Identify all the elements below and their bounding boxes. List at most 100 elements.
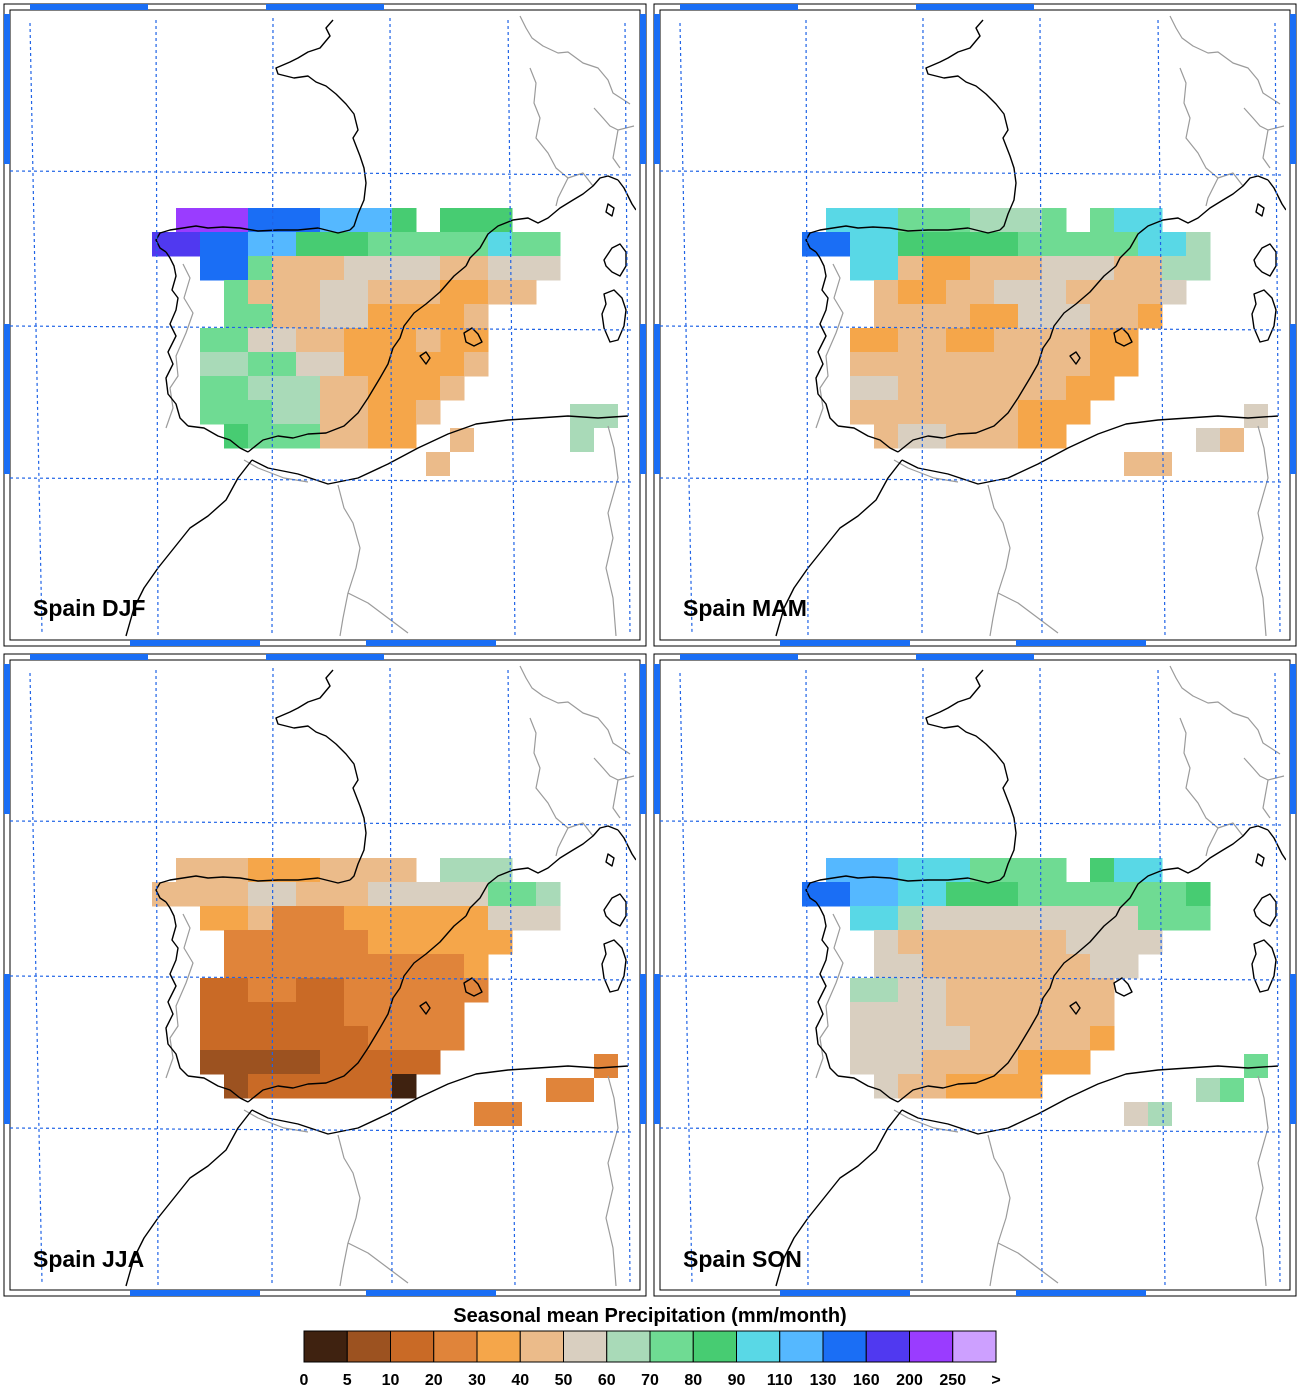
- precip-cell: [898, 1026, 923, 1051]
- precip-cell: [1138, 858, 1163, 883]
- precip-cell: [224, 280, 249, 305]
- frame-tick-top: [30, 4, 148, 10]
- precip-cell: [440, 882, 465, 907]
- precip-cell: [296, 1026, 321, 1051]
- precip-cell: [248, 906, 273, 931]
- precip-cell: [994, 1026, 1019, 1051]
- precip-cell: [1162, 882, 1187, 907]
- precip-cell: [272, 1002, 297, 1027]
- precip-cell: [344, 1002, 369, 1027]
- precip-cell: [488, 280, 513, 305]
- precip-cell: [272, 1026, 297, 1051]
- precip-cell: [248, 400, 273, 425]
- precip-cell: [1066, 978, 1091, 1003]
- precip-cell: [224, 304, 249, 329]
- frame-tick-left: [4, 14, 10, 164]
- precip-cell: [344, 328, 369, 353]
- precip-cell: [392, 208, 417, 233]
- precip-cell: [1042, 400, 1067, 425]
- precip-cell: [320, 930, 345, 955]
- precip-cell: [320, 256, 345, 281]
- precip-cell: [200, 328, 225, 353]
- precip-cell: [368, 1002, 393, 1027]
- precip-cell: [946, 978, 971, 1003]
- precip-cell-island: [474, 1102, 498, 1126]
- precip-cell: [368, 424, 393, 449]
- precip-cell-island: [570, 428, 594, 452]
- precip-cell: [464, 304, 489, 329]
- precip-cell: [1018, 424, 1043, 449]
- precip-cell: [440, 304, 465, 329]
- precip-cell: [898, 328, 923, 353]
- precip-cell-island: [1244, 1054, 1268, 1078]
- precip-cell: [344, 280, 369, 305]
- precip-cell: [440, 352, 465, 377]
- precip-cell: [946, 256, 971, 281]
- precip-cell: [1066, 232, 1091, 257]
- colorbar-tick-label: 110: [767, 1372, 793, 1389]
- precip-cell: [1042, 232, 1067, 257]
- precip-cell: [392, 232, 417, 257]
- frame-tick-right: [1290, 324, 1296, 474]
- precip-cell: [200, 906, 225, 931]
- precip-cell: [464, 882, 489, 907]
- colorbar-tick-label: 40: [511, 1372, 529, 1389]
- precip-cell: [1042, 954, 1067, 979]
- precip-cell: [994, 376, 1019, 401]
- precip-cell: [922, 280, 947, 305]
- precip-cell: [874, 256, 899, 281]
- precip-cell: [368, 906, 393, 931]
- precip-cell: [1114, 954, 1139, 979]
- precip-cell: [416, 400, 441, 425]
- precip-cell: [272, 352, 297, 377]
- precip-cell: [464, 208, 489, 233]
- colorbar: 0 5 10 20 30 40 50 60 70 80 90 110 130 160 200 250 >: [300, 1330, 1001, 1389]
- precip-cell: [416, 304, 441, 329]
- colorbar-swatch: [519, 1330, 564, 1363]
- precip-cell: [874, 906, 899, 931]
- precip-cell: [296, 328, 321, 353]
- precip-cell: [874, 1026, 899, 1051]
- map-panel-mam: [659, 15, 1286, 637]
- precip-cell: [224, 400, 249, 425]
- precip-cell: [850, 882, 875, 907]
- colorbar-tick-label: 20: [425, 1372, 443, 1389]
- colorbar-swatch: [476, 1330, 521, 1363]
- precip-cell: [874, 978, 899, 1003]
- precip-cell: [416, 376, 441, 401]
- precip-cell: [416, 280, 441, 305]
- precip-cell: [946, 1002, 971, 1027]
- precip-cell: [152, 882, 177, 907]
- precip-cell: [392, 978, 417, 1003]
- precip-cell: [922, 400, 947, 425]
- precip-cell: [488, 858, 513, 883]
- colorbar-swatch: [433, 1330, 478, 1363]
- precip-cell: [970, 400, 995, 425]
- frame-tick-left: [4, 324, 10, 474]
- precip-cell: [224, 376, 249, 401]
- precip-cells-jja: [152, 858, 618, 1126]
- colorbar-tick-label: 200: [896, 1372, 923, 1389]
- precip-cell: [1042, 906, 1067, 931]
- precip-cell: [1018, 1050, 1043, 1075]
- precip-cell: [320, 376, 345, 401]
- colorbar-swatch: [822, 1330, 867, 1363]
- precip-cell: [970, 930, 995, 955]
- precip-cell: [224, 954, 249, 979]
- precip-cell: [1186, 906, 1211, 931]
- precip-cell: [176, 232, 201, 257]
- precip-cell: [1042, 280, 1067, 305]
- precip-cell: [898, 1074, 923, 1099]
- precip-cell: [272, 978, 297, 1003]
- frame-tick-bottom: [780, 1290, 910, 1296]
- precip-cell: [440, 954, 465, 979]
- precip-cell: [272, 858, 297, 883]
- colorbar-swatch: [649, 1330, 694, 1363]
- precip-cell: [922, 978, 947, 1003]
- precip-cell: [1042, 328, 1067, 353]
- precip-cell: [320, 280, 345, 305]
- precip-cell: [1066, 304, 1091, 329]
- precip-cell: [272, 400, 297, 425]
- colorbar-tick-label: 160: [853, 1372, 880, 1389]
- frame-tick-bottom: [130, 1290, 260, 1296]
